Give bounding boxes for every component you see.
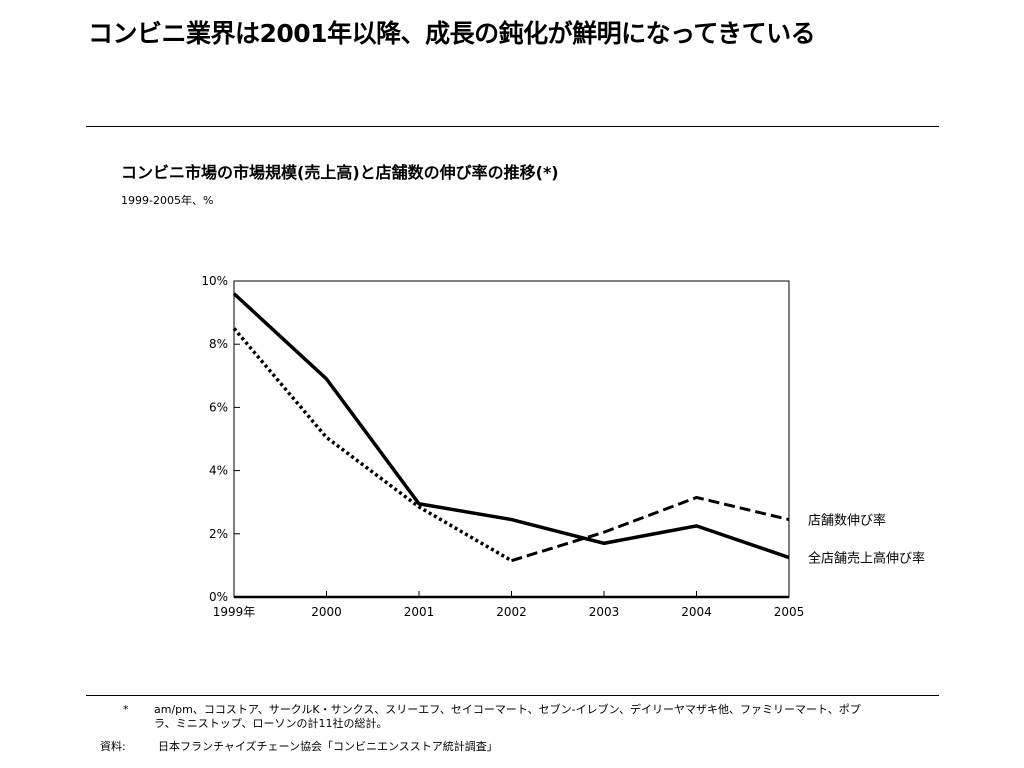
store-count-series-label: 店舗数伸び率 (808, 513, 886, 529)
page-headline: コンビニ業界は2001年以降、成長の鈍化が鮮明になってきている (88, 19, 816, 48)
x-tick-label: 2003 (589, 605, 620, 619)
source-text: 日本フランチャイズチェーン協会「コンビニエンスストア統計調査」 (158, 740, 498, 753)
top-divider (86, 126, 939, 127)
line-chart: 0% 2% 4% 6% 8% 10% 1999年 2000 2001 2002 2003 2004 20… (201, 274, 925, 619)
chart-title: コンビニ市場の市場規模(売上高)と店舗数の伸び率の推移(*) (121, 163, 559, 182)
source-line: 資料: 日本フランチャイズチェーン協会「コンビニエンスストア統計調査」 (100, 738, 498, 754)
plot-frame (233, 280, 790, 598)
bottom-divider (86, 695, 939, 696)
footnote: * am/pm、ココストア、サークルK・サンクス、スリーエフ、セイコーマート、セ… (100, 703, 900, 731)
sales-growth-line (232, 292, 790, 560)
x-tick-label: 2002 (496, 605, 527, 619)
x-tick-label: 2001 (404, 605, 435, 619)
chart-subtitle: 1999-2005年、% (121, 194, 214, 207)
store-count-line-dashed (511, 495, 790, 563)
footnote-text: am/pm、ココストア、サークルK・サンクス、スリーエフ、セイコーマート、セブン… (154, 703, 861, 730)
footnote-mark: * (123, 703, 129, 716)
source-label: 資料: (100, 740, 126, 753)
y-tick-label: 4% (209, 464, 228, 478)
y-tick-label: 6% (209, 400, 228, 414)
x-tick-label: 2000 (311, 605, 342, 619)
y-tick-label: 8% (209, 337, 228, 351)
sales-growth-series-label: 全店舗売上高伸び率 (808, 551, 925, 567)
x-tick-label: 2005 (774, 605, 805, 619)
y-tick-label: 10% (201, 274, 228, 288)
store-count-line-dotted (232, 327, 513, 563)
y-tick-label: 2% (209, 527, 228, 541)
x-tick-label: 2004 (681, 605, 712, 619)
x-tick-label: 1999年 (213, 605, 256, 619)
y-tick-label: 0% (209, 590, 228, 604)
